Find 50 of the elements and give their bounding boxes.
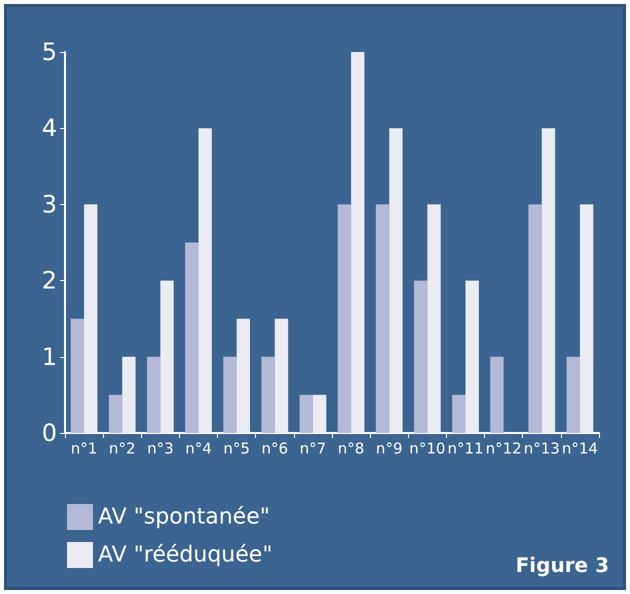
bar [376, 204, 390, 433]
bar [300, 394, 313, 433]
bar [580, 204, 594, 433]
bar [261, 356, 275, 433]
bar [274, 318, 288, 433]
bar [147, 356, 160, 433]
y-tick-label: 2 [42, 266, 57, 295]
bar [427, 204, 441, 433]
bar [70, 318, 84, 433]
x-tick-label: n°3 [147, 440, 174, 458]
x-tick-label: n°10 [409, 440, 446, 458]
x-tick-label: n°4 [185, 440, 212, 458]
bar [198, 128, 212, 433]
x-tick-label: n°13 [524, 440, 560, 458]
bar [236, 318, 250, 433]
bar [528, 204, 542, 433]
x-tick-label: n°5 [223, 440, 250, 458]
bar [466, 280, 479, 433]
y-tick-label: 5 [42, 38, 57, 66]
bar [490, 356, 504, 433]
caption: Figure 3 [516, 553, 610, 577]
bar [185, 242, 198, 433]
x-tick-label: n°2 [108, 440, 136, 458]
x-tick-label: n°12 [486, 440, 522, 458]
bar [542, 128, 556, 433]
bar [338, 204, 352, 433]
legend-label: AV "rééduquée" [98, 542, 272, 568]
y-tick-label: 1 [42, 342, 57, 371]
x-tick-label: n°14 [562, 440, 598, 458]
x-tick-label: n°1 [70, 440, 98, 458]
y-tick-label: 3 [42, 190, 57, 218]
bar [223, 356, 237, 433]
bar [122, 356, 136, 433]
x-tick-label: n°7 [300, 440, 326, 458]
y-tick-label: 0 [42, 419, 57, 447]
legend-label: AV "spontanée" [98, 504, 270, 530]
x-tick-label: n°6 [262, 440, 288, 458]
bar [414, 280, 428, 433]
bar [160, 280, 174, 433]
bar [389, 128, 403, 433]
bar [84, 204, 98, 433]
bar [108, 394, 122, 433]
bar [351, 52, 364, 433]
bar [566, 356, 580, 433]
x-tick-label: n°9 [376, 440, 402, 458]
bar [312, 394, 326, 433]
x-tick-label: n°11 [447, 440, 484, 458]
y-tick-label: 4 [42, 114, 57, 142]
x-tick-label: n°8 [338, 440, 364, 458]
bar [452, 394, 466, 433]
